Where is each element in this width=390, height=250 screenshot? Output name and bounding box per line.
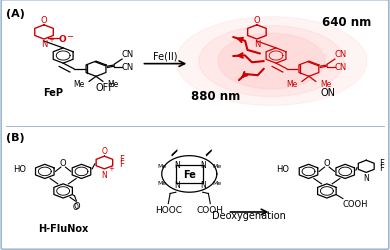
Text: N: N [254, 40, 260, 49]
Text: HO: HO [13, 165, 26, 174]
Text: O: O [41, 16, 47, 25]
Text: N: N [174, 180, 179, 190]
Text: Me: Me [108, 80, 119, 88]
Text: COOH: COOH [343, 199, 369, 208]
Text: CN: CN [334, 50, 346, 59]
Text: O: O [58, 34, 66, 43]
Text: O: O [324, 158, 330, 168]
Text: H-FluNox: H-FluNox [38, 223, 88, 233]
Ellipse shape [218, 34, 325, 90]
Text: N: N [200, 180, 206, 190]
Ellipse shape [199, 26, 344, 97]
Text: O: O [60, 158, 66, 168]
Text: Me: Me [157, 163, 167, 168]
Text: Fe(II): Fe(II) [153, 51, 177, 61]
Text: N: N [200, 160, 206, 169]
Text: HOOC: HOOC [155, 205, 182, 214]
Text: Me: Me [320, 80, 332, 88]
Text: +: + [108, 165, 114, 171]
Text: Me: Me [157, 180, 167, 186]
Text: F: F [379, 158, 385, 167]
Text: Fe: Fe [183, 169, 196, 179]
Text: N: N [363, 173, 369, 182]
Text: −: − [66, 32, 73, 41]
Text: HO: HO [277, 165, 289, 174]
Text: 640 nm: 640 nm [322, 16, 371, 29]
Text: O: O [73, 201, 80, 210]
Text: Me: Me [73, 80, 85, 88]
Text: Me: Me [212, 163, 222, 168]
Text: CN: CN [121, 63, 133, 72]
Text: (B): (B) [6, 132, 25, 142]
Text: F: F [379, 164, 385, 172]
Text: Deoxygenation: Deoxygenation [212, 210, 286, 220]
Text: N: N [41, 40, 47, 49]
Text: (A): (A) [6, 9, 25, 19]
Text: N: N [101, 170, 107, 179]
Text: N: N [174, 160, 179, 169]
Text: O: O [73, 202, 78, 211]
Text: 880 nm: 880 nm [191, 90, 241, 102]
Text: FeP: FeP [44, 88, 64, 98]
Text: CN: CN [334, 63, 346, 72]
Text: OFF: OFF [96, 83, 115, 93]
Text: F: F [119, 154, 124, 164]
Text: Me: Me [286, 80, 298, 88]
Text: O: O [101, 146, 107, 156]
Text: ON: ON [321, 88, 335, 98]
Text: CN: CN [121, 50, 133, 59]
Text: F: F [119, 160, 124, 168]
Text: COOH: COOH [197, 205, 224, 214]
Text: +: + [48, 36, 54, 42]
Text: Me: Me [212, 180, 222, 186]
Ellipse shape [176, 18, 367, 106]
Text: O: O [254, 16, 260, 25]
